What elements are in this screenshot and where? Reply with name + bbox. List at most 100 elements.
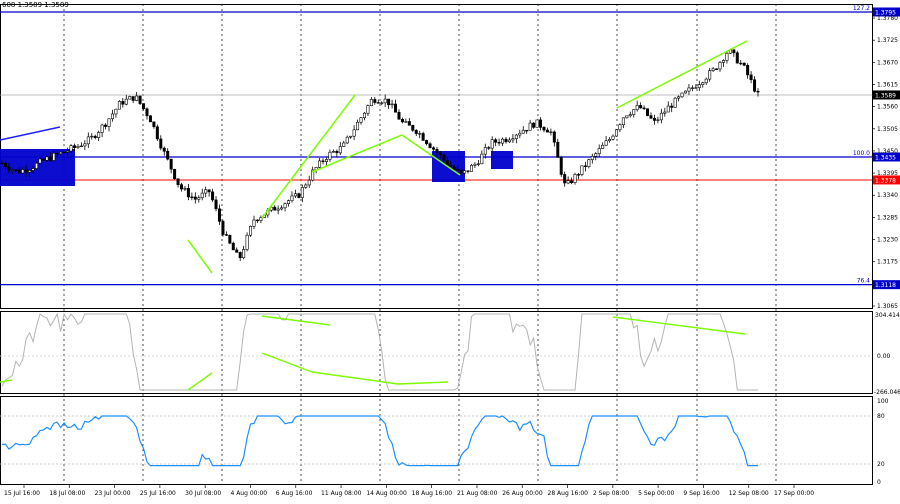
rsi-axis-100: 100 bbox=[877, 398, 889, 405]
cci-trendline-3 bbox=[261, 352, 313, 373]
candle-body bbox=[680, 92, 684, 98]
candle-body bbox=[304, 184, 308, 188]
candle-body bbox=[735, 52, 739, 64]
candle-body bbox=[663, 111, 667, 114]
candle-body bbox=[297, 193, 301, 198]
candle-body bbox=[525, 129, 529, 132]
candle-body bbox=[290, 195, 294, 202]
candle-body bbox=[338, 146, 342, 154]
time-axis-label: 23 Jul 00:00 bbox=[95, 490, 131, 497]
time-axis-label: 26 Aug 00:00 bbox=[502, 490, 543, 497]
candle-body bbox=[690, 87, 694, 89]
candle-body bbox=[145, 108, 149, 117]
candle-body bbox=[269, 206, 273, 211]
time-axis-label: 18 Aug 16:00 bbox=[412, 490, 453, 497]
candle-body bbox=[176, 178, 180, 185]
candle-body bbox=[155, 126, 159, 140]
candle-body bbox=[490, 139, 494, 149]
candle-body bbox=[93, 135, 97, 138]
candle-body bbox=[207, 189, 211, 193]
cci-axis-min: -266.046 bbox=[874, 389, 900, 396]
candle-body bbox=[556, 141, 560, 158]
candle-body bbox=[72, 145, 76, 148]
candle-body bbox=[697, 84, 701, 89]
candle-body bbox=[204, 189, 208, 194]
candle-body bbox=[694, 87, 698, 89]
candle-body bbox=[17, 169, 21, 174]
candle-body bbox=[131, 96, 135, 101]
candle-body bbox=[701, 82, 705, 85]
fib-price-label: 1.3118 bbox=[875, 282, 896, 289]
candle-body bbox=[321, 160, 325, 162]
candle-body bbox=[642, 107, 646, 110]
candle-body bbox=[35, 162, 39, 169]
candle-body bbox=[635, 105, 639, 110]
candle-body bbox=[24, 169, 28, 173]
candle-body bbox=[611, 135, 615, 140]
candle-body bbox=[273, 206, 277, 211]
candle-body bbox=[494, 139, 498, 143]
candle-body bbox=[300, 187, 304, 198]
rsi-line bbox=[1, 415, 758, 467]
trendline-1 bbox=[187, 239, 213, 274]
candle-body bbox=[469, 165, 473, 172]
time-axis-label: 12 Sep 08:00 bbox=[729, 490, 769, 497]
candle-body bbox=[114, 108, 118, 115]
candle-body bbox=[614, 129, 618, 137]
candle-body bbox=[324, 159, 328, 162]
candle-body bbox=[38, 158, 42, 164]
candle-body bbox=[138, 95, 142, 104]
price-tick-label: 1.3285 bbox=[877, 214, 898, 221]
candle-body bbox=[497, 141, 501, 144]
candle-body bbox=[521, 129, 525, 134]
price-label-box bbox=[873, 280, 900, 290]
candle-body bbox=[618, 124, 622, 131]
candle-body bbox=[255, 219, 259, 222]
price-tick-label: 1.3175 bbox=[877, 259, 898, 266]
cci-trendline-6 bbox=[612, 316, 746, 335]
candle-body bbox=[501, 138, 505, 144]
candle-body bbox=[117, 101, 121, 110]
candle-body bbox=[90, 135, 94, 138]
candle-body bbox=[52, 152, 56, 161]
candle-body bbox=[14, 169, 18, 171]
candle-body bbox=[739, 62, 743, 65]
candle-body bbox=[183, 188, 187, 190]
candle-body bbox=[504, 138, 508, 143]
trendline-2 bbox=[261, 94, 356, 219]
candle-body bbox=[511, 138, 515, 141]
candle-body bbox=[400, 118, 404, 123]
candle-body bbox=[514, 134, 518, 140]
red-price-label: 1.3378 bbox=[875, 177, 896, 184]
candle-body bbox=[245, 234, 249, 250]
time-axis-label: 6 Aug 16:00 bbox=[276, 490, 313, 497]
candle-body bbox=[318, 160, 322, 168]
candle-body bbox=[328, 151, 332, 160]
time-axis-label: 25 Jul 16:00 bbox=[140, 490, 176, 497]
candle-body bbox=[162, 147, 166, 152]
candle-body bbox=[283, 203, 287, 209]
price-tick-label: 1.3065 bbox=[877, 303, 898, 310]
fib-price-label: 1.3435 bbox=[875, 154, 896, 161]
time-axis-label: 9 Sep 16:00 bbox=[683, 490, 719, 497]
candle-body bbox=[483, 147, 487, 155]
candle-body bbox=[380, 102, 384, 104]
candle-body bbox=[721, 60, 725, 63]
candle-body bbox=[173, 168, 177, 180]
candle-body bbox=[587, 159, 591, 167]
candle-body bbox=[124, 98, 128, 105]
candle-body bbox=[445, 159, 449, 166]
cci-trendline-0 bbox=[0, 379, 13, 383]
candle-body bbox=[480, 153, 484, 165]
cci-trendline-5 bbox=[397, 381, 449, 385]
candle-body bbox=[249, 226, 253, 236]
candle-body bbox=[715, 68, 719, 70]
cci-trendline-4 bbox=[311, 371, 399, 385]
candle-body bbox=[307, 179, 311, 186]
candle-body bbox=[104, 124, 108, 127]
candle-body bbox=[166, 150, 170, 160]
candle-body bbox=[459, 169, 463, 174]
candle-body bbox=[656, 119, 660, 121]
